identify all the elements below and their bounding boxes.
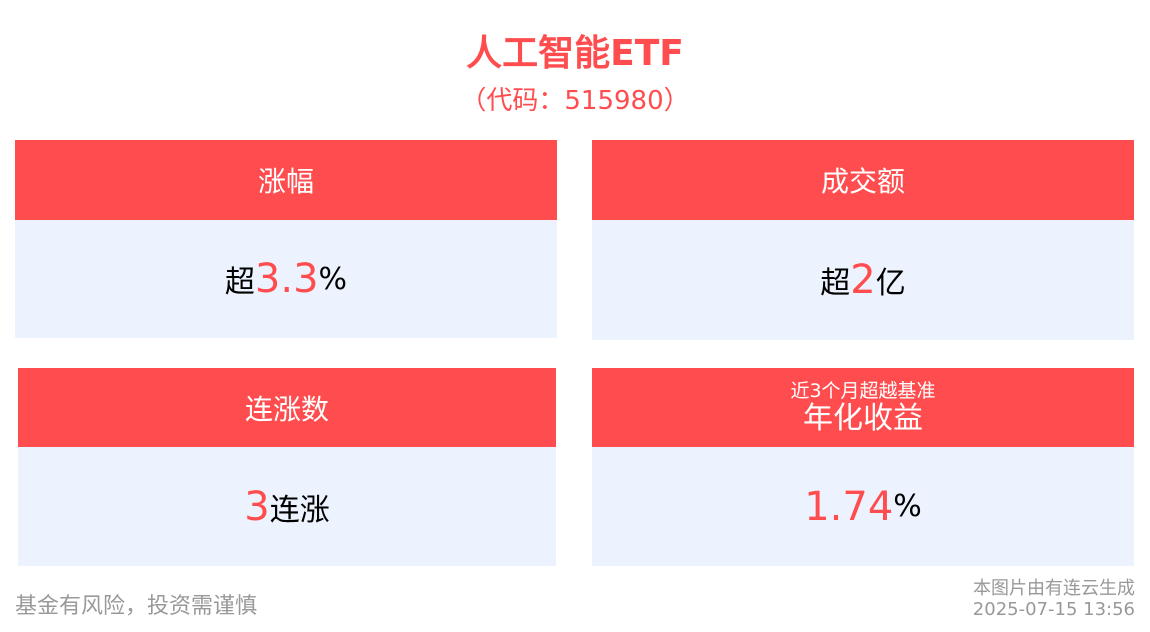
value-prefix: 超	[820, 266, 851, 301]
card-label: 涨幅	[257, 165, 314, 198]
source-text: 本图片由有连云生成	[973, 578, 1135, 599]
card-header: 近3个月超越基准 年化收益	[592, 368, 1134, 447]
value-number: 2	[850, 257, 876, 303]
card-sublabel: 近3个月超越基准	[790, 379, 936, 402]
footer-source: 本图片由有连云生成 2025-07-15 13:56	[973, 578, 1135, 620]
value-suffix: %	[318, 261, 348, 297]
value-suffix: 连涨	[269, 492, 330, 528]
card-body: 1.74%	[592, 447, 1134, 566]
card-label: 年化收益	[803, 400, 923, 436]
card-annualized-return: 近3个月超越基准 年化收益 1.74%	[592, 368, 1134, 566]
card-label: 成交额	[820, 165, 905, 198]
value-suffix: 亿	[875, 266, 906, 301]
fund-code: （代码：515980）	[460, 86, 690, 116]
card-body: 3 连涨	[18, 447, 556, 566]
card-body: 超 3.3%	[15, 220, 557, 338]
card-change: 涨幅 超 3.3%	[15, 140, 557, 338]
card-header: 连涨数	[18, 368, 556, 447]
value-number: 3.3	[254, 256, 319, 302]
value-number: 1.74	[804, 483, 894, 530]
card-streak: 连涨数 3 连涨	[18, 368, 556, 566]
value-prefix: 超	[224, 265, 255, 300]
value-suffix: %	[893, 489, 922, 524]
card-label: 连涨数	[244, 392, 329, 426]
page-title: 人工智能ETF	[466, 33, 684, 74]
risk-disclaimer: 基金有风险，投资需谨慎	[15, 594, 258, 619]
card-header: 成交额	[592, 140, 1134, 220]
timestamp: 2025-07-15 13:56	[972, 599, 1135, 620]
card-header: 涨幅	[15, 140, 557, 220]
value-number: 3	[244, 483, 270, 530]
